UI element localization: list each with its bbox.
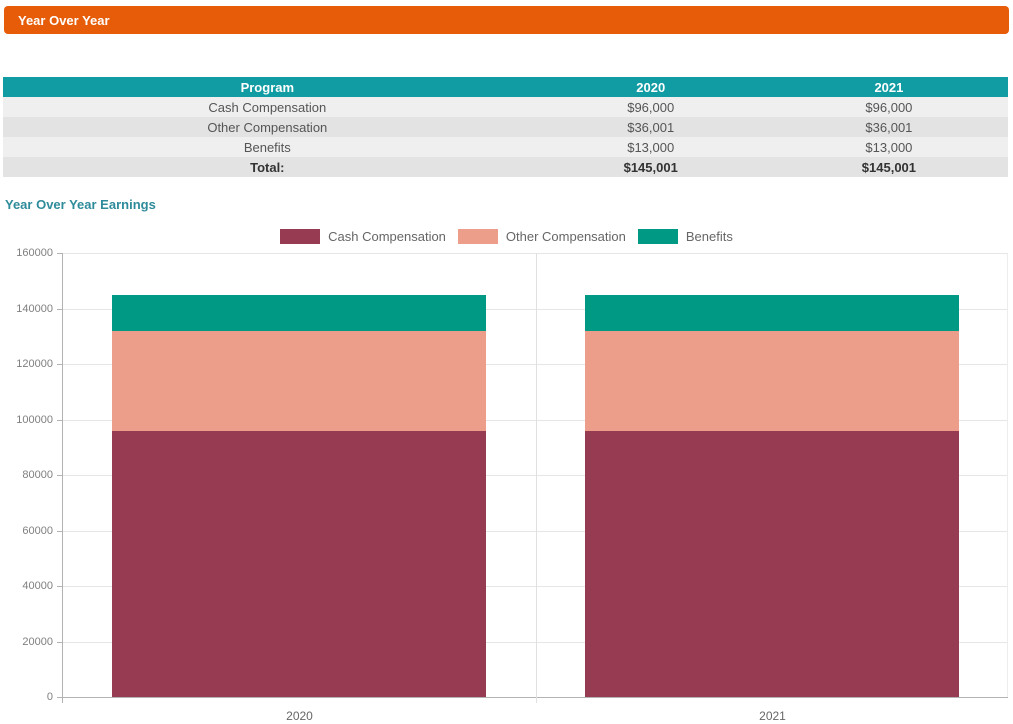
legend-swatch-benefits — [637, 229, 678, 244]
cell-2020: $96,000 — [531, 97, 770, 117]
y-axis-label: 0 — [46, 691, 53, 703]
y-axis-label: 160000 — [16, 247, 53, 259]
legend-item-cash-compensation[interactable]: Cash Compensation — [280, 229, 446, 244]
legend-label: Benefits — [685, 229, 733, 244]
cell-2021: $96,000 — [769, 97, 1008, 117]
yoy-earnings-chart: Cash Compensation Other Compensation Benef… — [0, 229, 1013, 724]
legend-item-other-compensation[interactable]: Other Compensation — [457, 229, 626, 244]
y-axis-tick — [57, 309, 62, 310]
cell-total-2020: $145,001 — [531, 157, 770, 177]
page-header-bar: Year Over Year — [4, 6, 1009, 34]
bar-segment-other-compensation-2020 — [112, 330, 486, 431]
y-axis-label: 100000 — [16, 414, 53, 426]
y-axis-tick — [57, 697, 62, 698]
y-axis-tick — [57, 642, 62, 643]
bar-segment-cash-compensation-2020 — [112, 430, 486, 697]
gridline — [63, 475, 1008, 476]
table-row: Cash Compensation $96,000 $96,000 — [3, 97, 1008, 117]
table-header-row: Program 2020 2021 — [3, 77, 1008, 97]
chart-plot-area: 0 20000 40000 60000 80000 100000 120000 140000 1… — [16, 247, 1008, 723]
chart-section-title: Year Over Year Earnings — [5, 197, 156, 212]
y-axis-line — [62, 253, 63, 703]
y-axis-tick — [57, 364, 62, 365]
chart-legend: Cash Compensation Other Compensation Benef… — [0, 229, 1013, 244]
cell-2020: $36,001 — [531, 117, 770, 137]
cell-program: Other Compensation — [3, 117, 532, 137]
table-total-row: Total: $145,001 $145,001 — [3, 157, 1008, 177]
y-axis-label: 80000 — [22, 469, 53, 481]
x-axis-label: 2020 — [286, 709, 313, 723]
gridline — [63, 531, 1008, 532]
legend-swatch-other-compensation — [457, 229, 498, 244]
y-axis-tick — [57, 475, 62, 476]
column-header-2020: 2020 — [531, 77, 770, 97]
legend-item-benefits[interactable]: Benefits — [637, 229, 733, 244]
cell-program: Benefits — [3, 137, 532, 157]
legend-swatch-cash-compensation — [280, 229, 321, 244]
cell-total-2021: $145,001 — [769, 157, 1008, 177]
y-axis-label: 60000 — [22, 525, 53, 537]
column-header-program: Program — [3, 77, 532, 97]
y-axis-tick — [57, 253, 62, 254]
bar-segment-other-compensation-2021 — [585, 330, 959, 431]
bar-segment-cash-compensation-2021 — [585, 430, 959, 697]
table-row: Benefits $13,000 $13,000 — [3, 137, 1008, 157]
compensation-table: Program 2020 2021 Cash Compensation $96,… — [3, 77, 1008, 177]
gridline — [63, 253, 1008, 254]
gridline — [63, 642, 1008, 643]
cell-total-label: Total: — [3, 157, 532, 177]
table-row: Other Compensation $36,001 $36,001 — [3, 117, 1008, 137]
y-axis-label: 20000 — [22, 636, 53, 648]
legend-label: Other Compensation — [505, 229, 626, 244]
bar-segment-benefits-2021 — [585, 294, 959, 331]
x-axis-label: 2021 — [759, 709, 786, 723]
y-axis-label: 40000 — [22, 580, 53, 592]
y-axis-tick — [57, 586, 62, 587]
y-axis-tick — [57, 531, 62, 532]
x-axis-line — [63, 697, 1008, 698]
bar-segment-benefits-2020 — [112, 294, 486, 331]
category-divider-gridline — [536, 253, 537, 703]
page-title: Year Over Year — [18, 12, 110, 28]
cell-2021: $13,000 — [769, 137, 1008, 157]
gridline — [63, 586, 1008, 587]
gridline — [63, 364, 1008, 365]
y-axis-label: 140000 — [16, 303, 53, 315]
gridline — [63, 309, 1008, 310]
plot-right-border — [1007, 253, 1008, 697]
cell-2021: $36,001 — [769, 117, 1008, 137]
cell-2020: $13,000 — [531, 137, 770, 157]
y-axis-tick — [57, 420, 62, 421]
legend-label: Cash Compensation — [328, 229, 446, 244]
y-axis-label: 120000 — [16, 358, 53, 370]
cell-program: Cash Compensation — [3, 97, 532, 117]
gridline — [63, 420, 1008, 421]
column-header-2021: 2021 — [769, 77, 1008, 97]
